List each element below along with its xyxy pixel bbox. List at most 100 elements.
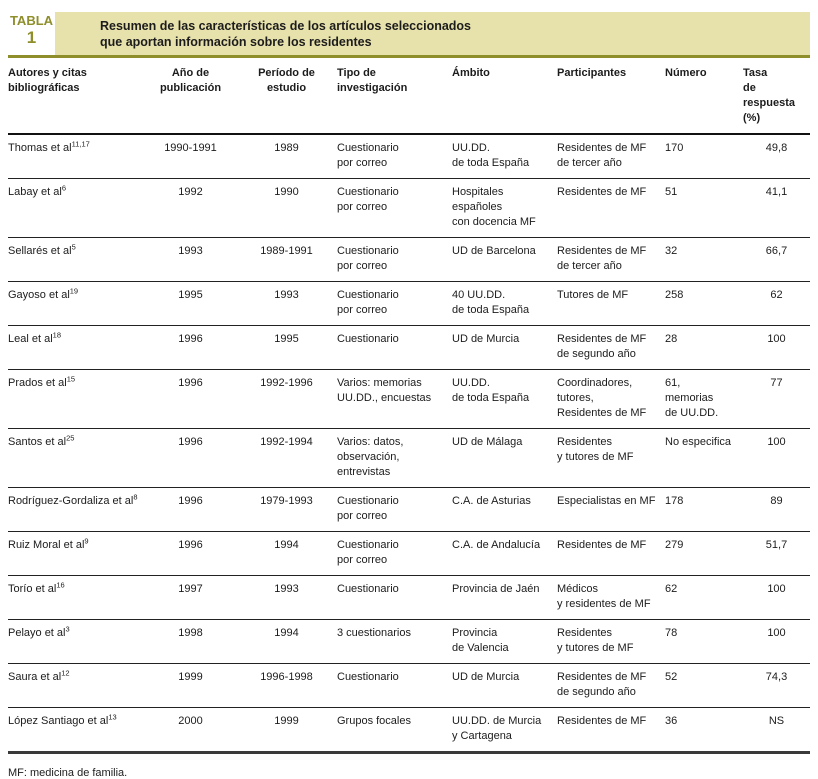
- table-column-headers: Autores y citas bibliográficas Año de pub…: [8, 58, 810, 135]
- citation-superscript: 25: [66, 433, 75, 443]
- cell-participants: Residentes de MF: [557, 715, 647, 727]
- cell-period: 1992-1994: [260, 436, 313, 448]
- cell-method: Cuestionario por correo: [337, 495, 399, 522]
- table-number: 1: [26, 27, 37, 47]
- cell-method: Varios: memorias UU.DD., encuestas: [337, 377, 432, 404]
- cell-period: 1992-1996: [260, 377, 313, 389]
- table-label-text: TABLA: [9, 13, 54, 28]
- table-row: Pelayo et al3 1998 1994 3 cuestionarios Prov…: [8, 619, 810, 663]
- table-body: Thomas et al11,17 1990-1991 1989 Cuestionar…: [8, 135, 810, 754]
- author-name: Rodríguez-Gordaliza et al: [8, 495, 134, 507]
- cell-year: 1997: [178, 583, 203, 595]
- cell-scope: Hospitales españoles con docencia MF: [452, 186, 536, 228]
- citation-superscript: 12: [61, 668, 70, 678]
- author-name: Prados et al: [8, 377, 67, 389]
- cell-number: 61, memorias de UU.DD.: [665, 377, 719, 419]
- author-name: Torío et al: [8, 583, 57, 595]
- cell-rate: NS: [768, 715, 785, 727]
- cell-participants: Especialistas en MF: [557, 495, 656, 507]
- cell-rate: 66,7: [765, 245, 788, 257]
- cell-year: 1996: [178, 436, 203, 448]
- table-row: Gayoso et al19 1995 1993 Cuestionario por c…: [8, 281, 810, 325]
- cell-rate: 77: [770, 377, 783, 389]
- citation-superscript: 5: [71, 242, 76, 252]
- cell-scope: UD de Murcia: [452, 333, 520, 345]
- cell-number: 178: [665, 495, 684, 507]
- cell-participants: Residentes de MF de tercer año: [557, 142, 647, 169]
- cell-number: 279: [665, 539, 684, 551]
- cell-participants: Residentes de MF de segundo año: [557, 333, 647, 360]
- cell-number: 32: [665, 245, 678, 257]
- column-header: Ámbito: [452, 67, 490, 79]
- column-header: Autores y citas bibliográficas: [8, 67, 87, 94]
- cell-scope: Provincia de Valencia: [452, 627, 509, 654]
- cell-rate: 100: [767, 333, 786, 345]
- cell-period: 1999: [274, 715, 299, 727]
- cell-participants: Residentes y tutores de MF: [557, 436, 634, 463]
- column-header: Año de publicación: [159, 67, 222, 94]
- cell-number: 78: [665, 627, 678, 639]
- table-row: Santos et al25 1996 1992-1994 Varios: datos…: [8, 428, 810, 487]
- table-title: Resumen de las características de los ar…: [55, 12, 810, 55]
- cell-year: 1998: [178, 627, 203, 639]
- cell-author: Labay et al6: [8, 184, 145, 232]
- cell-scope: 40 UU.DD. de toda España: [452, 289, 530, 316]
- column-header: Tipo de investigación: [337, 67, 408, 94]
- cell-number: 258: [665, 289, 684, 301]
- cell-period: 1994: [274, 539, 299, 551]
- cell-participants: Residentes de MF de tercer año: [557, 245, 647, 272]
- cell-author: Ruiz Moral et al9: [8, 537, 145, 570]
- cell-period: 1995: [274, 333, 299, 345]
- column-header: Período de estudio: [258, 67, 315, 94]
- cell-method: Grupos focales: [337, 715, 411, 727]
- column-header: Tasa de respuesta (%): [743, 67, 795, 124]
- cell-author: Prados et al15: [8, 375, 145, 423]
- olive-divider: [8, 55, 810, 58]
- cell-method: Cuestionario por correo: [337, 289, 399, 316]
- cell-scope: UD de Barcelona: [452, 245, 536, 257]
- column-header: Participantes: [557, 67, 627, 79]
- table-row: Saura et al12 1999 1996-1998 Cuestionario UD…: [8, 663, 810, 707]
- cell-author: Thomas et al11,17: [8, 140, 145, 173]
- cell-method: Varios: datos, observación, entrevistas: [337, 436, 404, 478]
- cell-rate: 41,1: [765, 186, 788, 198]
- column-header: Número: [665, 67, 707, 79]
- citation-superscript: 8: [133, 492, 138, 502]
- table-row: López Santiago et al13 2000 1999 Grupos foc…: [8, 707, 810, 751]
- author-name: Ruiz Moral et al: [8, 539, 85, 551]
- cell-period: 1990: [274, 186, 299, 198]
- cell-method: Cuestionario por correo: [337, 186, 399, 213]
- cell-scope: UU.DD. de toda España: [452, 377, 530, 404]
- table-footnote: MF: medicina de familia.: [8, 767, 128, 779]
- cell-scope: C.A. de Andalucía: [452, 539, 541, 551]
- cell-year: 1990-1991: [164, 142, 217, 154]
- cell-number: 51: [665, 186, 678, 198]
- author-name: Santos et al: [8, 436, 67, 448]
- author-name: Gayoso et al: [8, 289, 70, 301]
- citation-superscript: 11,17: [71, 139, 90, 149]
- citation-superscript: 16: [56, 580, 65, 590]
- cell-year: 1996: [178, 495, 203, 507]
- cell-author: Leal et al18: [8, 331, 145, 364]
- cell-method: 3 cuestionarios: [337, 627, 411, 639]
- cell-participants: Residentes de MF: [557, 186, 647, 198]
- cell-year: 1996: [178, 539, 203, 551]
- table-label: TABLA 1: [8, 12, 55, 55]
- table-row: Ruiz Moral et al9 1996 1994 Cuestionario po…: [8, 531, 810, 575]
- cell-method: Cuestionario por correo: [337, 539, 399, 566]
- citation-superscript: 15: [66, 374, 76, 384]
- table-row: Torío et al16 1997 1993 Cuestionario Provinc…: [8, 575, 810, 619]
- cell-rate: 89: [770, 495, 783, 507]
- cell-period: 1989: [274, 142, 299, 154]
- table-row: Leal et al18 1996 1995 Cuestionario UD de Mu…: [8, 325, 810, 369]
- cell-year: 1992: [178, 186, 203, 198]
- table-row: Prados et al15 1996 1992-1996 Varios: memor…: [8, 369, 810, 428]
- cell-method: Cuestionario: [337, 333, 399, 345]
- cell-number: 28: [665, 333, 678, 345]
- cell-year: 1995: [178, 289, 203, 301]
- cell-author: Santos et al25: [8, 434, 145, 482]
- cell-scope: Provincia de Jaén: [452, 583, 540, 595]
- cell-year: 2000: [178, 715, 203, 727]
- cell-number: 62: [665, 583, 678, 595]
